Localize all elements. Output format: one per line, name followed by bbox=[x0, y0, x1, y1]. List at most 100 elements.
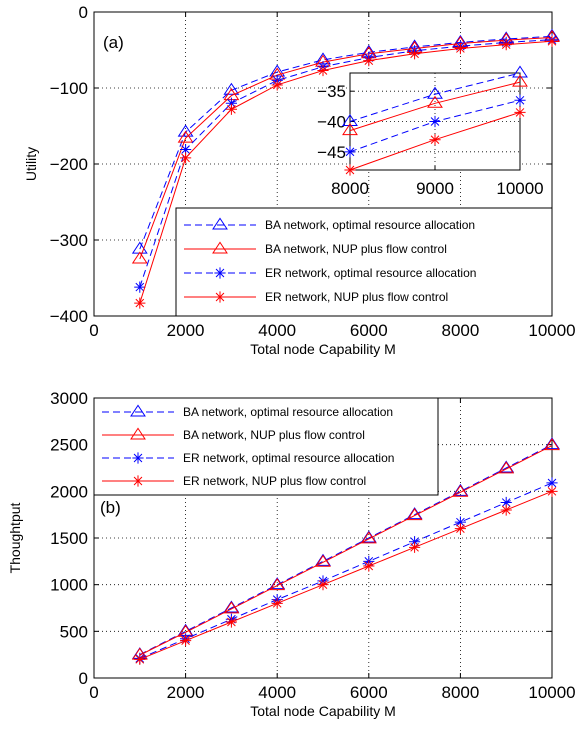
x-tick-label: 2000 bbox=[167, 321, 205, 340]
y-axis-title: Thoughtput bbox=[7, 502, 23, 573]
inset-data-point-triangle bbox=[342, 123, 358, 136]
legend-marker-3 bbox=[132, 475, 144, 487]
legend-entry-2: ER network, optimal resource allocation bbox=[265, 266, 476, 280]
legend-marker-2 bbox=[214, 267, 226, 279]
x-tick-label: 8000 bbox=[441, 683, 479, 702]
panel-b-throughput-chart: 0 2000 4000 6000 8000 10000 0 500 1000 1500 2000 25… bbox=[7, 389, 576, 719]
data-point-triangle bbox=[269, 578, 286, 591]
legend-marker-0 bbox=[212, 217, 228, 230]
legend-entry-0: BA network, optimal resource allocation bbox=[265, 218, 475, 232]
data-point-triangle bbox=[223, 601, 240, 614]
x-tick-label: 0 bbox=[89, 683, 98, 702]
y-tick-label: 500 bbox=[60, 622, 88, 641]
inset-series-line-0 bbox=[349, 72, 521, 122]
inset-x-tick-label: 8000 bbox=[331, 179, 369, 198]
series-line-3 bbox=[139, 40, 553, 304]
data-point-star bbox=[363, 55, 375, 67]
x-tick-label: 10000 bbox=[528, 683, 575, 702]
inset-x-tick-label: 9000 bbox=[416, 179, 454, 198]
legend-box bbox=[93, 397, 439, 496]
x-axis-title: Total node Capability M bbox=[250, 703, 396, 719]
panel-label-b: (b) bbox=[100, 498, 121, 517]
data-point-star bbox=[546, 485, 558, 497]
data-point-star bbox=[134, 297, 146, 309]
inset-data-point-triangle bbox=[427, 95, 443, 108]
data-point-triangle bbox=[223, 82, 240, 95]
legend-entry-3: ER network, NUP plus flow control bbox=[265, 290, 448, 304]
data-point-triangle bbox=[360, 531, 377, 544]
inset-y-tick-label: −45 bbox=[317, 143, 346, 162]
legend-box bbox=[175, 207, 553, 317]
legend-entry-2: ER network, optimal resource allocation bbox=[183, 451, 394, 465]
data-point-star bbox=[363, 560, 375, 572]
data-point-star bbox=[409, 541, 421, 553]
data-point-star bbox=[180, 635, 192, 647]
inset-x-tick-label: 10000 bbox=[496, 179, 543, 198]
y-tick-label: 1500 bbox=[50, 529, 88, 548]
legend-marker-0 bbox=[130, 404, 146, 417]
data-point-star bbox=[500, 39, 512, 51]
legend-entry-3: ER network, NUP plus flow control bbox=[183, 474, 366, 488]
inset-data-point-star bbox=[514, 94, 526, 106]
data-point-star bbox=[546, 477, 558, 489]
x-tick-label: 8000 bbox=[441, 321, 479, 340]
x-tick-label: 0 bbox=[89, 321, 98, 340]
data-point-star bbox=[180, 143, 192, 156]
data-point-star bbox=[271, 79, 283, 91]
data-point-star bbox=[546, 35, 558, 47]
data-point-triangle bbox=[498, 461, 515, 474]
x-tick-label: 4000 bbox=[258, 321, 296, 340]
y-tick-label: 2000 bbox=[50, 482, 88, 501]
series-line-2 bbox=[139, 482, 553, 659]
inset-series-line-1 bbox=[349, 81, 521, 132]
legend-marker-2 bbox=[132, 452, 144, 464]
y-tick-label: 1000 bbox=[50, 576, 88, 595]
data-point-star bbox=[409, 536, 421, 548]
data-point-triangle bbox=[177, 130, 194, 143]
x-tick-label: 10000 bbox=[528, 321, 575, 340]
data-point-triangle bbox=[177, 124, 194, 137]
legend-entry-1: BA network, NUP plus flow control bbox=[265, 242, 447, 256]
y-tick-label: 0 bbox=[79, 669, 88, 688]
series-line-3 bbox=[139, 490, 553, 660]
legend-entry-1: BA network, NUP plus flow control bbox=[183, 428, 365, 442]
data-point-star bbox=[454, 516, 466, 528]
data-point-star bbox=[500, 504, 512, 516]
inset-y-tick-label: −40 bbox=[317, 113, 346, 132]
data-point-star bbox=[225, 616, 237, 628]
data-point-triangle bbox=[315, 554, 331, 567]
data-point-star bbox=[134, 281, 146, 293]
data-point-star bbox=[271, 597, 283, 609]
inset-data-point-star bbox=[344, 164, 356, 176]
data-point-star bbox=[134, 653, 146, 665]
series-line-1 bbox=[139, 36, 553, 260]
data-point-triangle bbox=[544, 437, 560, 450]
legend-marker-1 bbox=[212, 241, 228, 254]
data-point-star bbox=[317, 64, 329, 77]
inset-data-point-star bbox=[429, 115, 441, 128]
inset-zoom-plot: 8000 9000 10000 −35 −40 −45 bbox=[317, 65, 544, 198]
x-tick-label: 4000 bbox=[258, 683, 296, 702]
series-line-0 bbox=[139, 35, 553, 250]
inset-data-point-star bbox=[514, 106, 526, 119]
panel-a-utility-chart: 0 2000 4000 6000 8000 10000 0 −100 −200 −300 −400 T… bbox=[23, 3, 576, 357]
y-axis-title: Utility bbox=[23, 147, 39, 181]
inset-data-point-triangle bbox=[512, 74, 528, 87]
data-point-star bbox=[317, 579, 329, 591]
y-tick-label: 2500 bbox=[50, 436, 88, 455]
x-tick-label: 6000 bbox=[350, 321, 388, 340]
legend-marker-3 bbox=[214, 291, 226, 303]
data-point-star bbox=[409, 48, 421, 60]
data-point-triangle bbox=[406, 508, 423, 521]
y-tick-label: −100 bbox=[50, 79, 88, 98]
data-point-star bbox=[454, 42, 466, 55]
data-point-star bbox=[180, 152, 192, 164]
x-tick-label: 2000 bbox=[167, 683, 205, 702]
data-point-star bbox=[225, 103, 237, 115]
data-point-star bbox=[454, 523, 466, 535]
inset-data-point-star bbox=[344, 146, 356, 158]
series-line-1 bbox=[139, 445, 553, 656]
inset-data-point-star bbox=[429, 134, 441, 146]
x-tick-label: 6000 bbox=[350, 683, 388, 702]
